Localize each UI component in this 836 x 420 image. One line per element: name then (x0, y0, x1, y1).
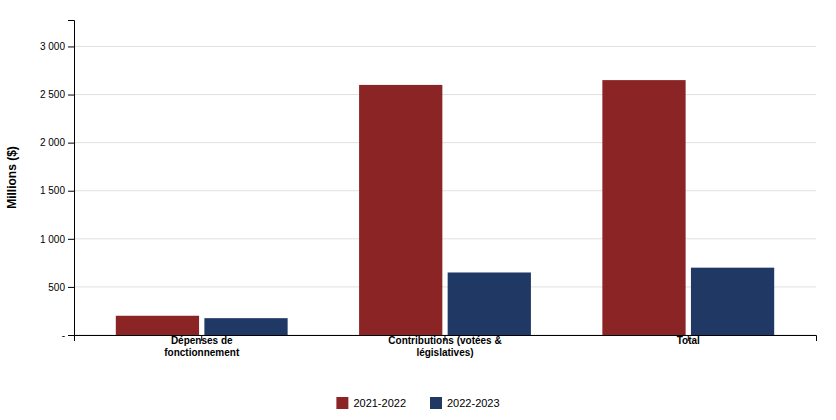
y-tick-label: 500 (48, 282, 65, 293)
y-tick: 1 500 (40, 185, 74, 196)
y-tick: - (62, 330, 74, 341)
legend-label: 2022-2023 (447, 397, 500, 409)
y-tick-mark (68, 46, 74, 47)
x-tick-label-line: fonctionnement (164, 347, 240, 358)
y-tick-mark (68, 95, 74, 96)
bar (116, 316, 199, 335)
x-tick-label-line: Contributions (votées & (388, 335, 501, 346)
x-tick-label-line: législatives) (416, 347, 473, 358)
y-tick-mark (68, 335, 74, 336)
x-tick-label-line: Dépenses de (171, 335, 233, 346)
grid (74, 46, 816, 335)
grid-line (74, 142, 816, 143)
legend: 2021-2022 2022-2023 (336, 397, 499, 409)
bar (602, 80, 685, 335)
bar-series (204, 268, 774, 335)
y-tick-label: 2 000 (40, 137, 65, 148)
y-tick-label: 2 500 (40, 89, 65, 100)
chart: - 500 1 000 1 500 2 000 2 500 3 000 Dépenses de… (0, 0, 836, 420)
bar-series (116, 80, 686, 335)
grid-line (74, 238, 816, 239)
grid-line (74, 46, 816, 47)
y-tick: 2 000 (40, 137, 74, 148)
plot: - 500 1 000 1 500 2 000 2 500 3 000 Dépenses de… (5, 21, 817, 358)
y-axis: - 500 1 000 1 500 2 000 2 500 3 000 (40, 21, 75, 341)
legend-item: 2021-2022 (336, 397, 406, 409)
y-tick-mark (68, 287, 74, 288)
bars (116, 80, 774, 335)
x-tick-label-line: Total (677, 335, 700, 346)
x-tick: Total (677, 335, 700, 346)
x-tick-label: Contributions (votées &législatives) (388, 335, 501, 358)
bar (448, 272, 531, 335)
x-tick-label: Total (677, 335, 700, 346)
y-tick-mark (68, 239, 74, 240)
y-axis-title: Millions ($) (5, 146, 19, 209)
x-tick-label: Dépenses defonctionnement (164, 335, 240, 358)
x-axis: Dépenses defonctionnement Contributions (… (75, 335, 817, 358)
bar (359, 85, 442, 335)
y-tick: 3 000 (40, 41, 74, 52)
x-tick: Contributions (votées &législatives) (388, 335, 501, 358)
y-tick-label: 3 000 (40, 41, 65, 52)
legend-label: 2021-2022 (353, 397, 406, 409)
grid-line (74, 94, 816, 95)
legend-swatch (430, 397, 442, 409)
y-tick-mark (68, 191, 74, 192)
y-tick: 1 000 (40, 234, 74, 245)
bar (691, 268, 774, 335)
y-tick-mark (68, 143, 74, 144)
y-tick-label: 1 500 (40, 185, 65, 196)
y-tick-label: 1 000 (40, 234, 65, 245)
y-tick: 500 (48, 282, 74, 293)
x-tick: Dépenses defonctionnement (164, 335, 240, 358)
y-axis-line (68, 21, 75, 336)
grid-line (74, 190, 816, 191)
bar (204, 318, 287, 335)
y-tick: 2 500 (40, 89, 74, 100)
legend-item: 2022-2023 (430, 397, 500, 409)
y-tick-label: - (62, 330, 65, 341)
legend-swatch (336, 397, 348, 409)
